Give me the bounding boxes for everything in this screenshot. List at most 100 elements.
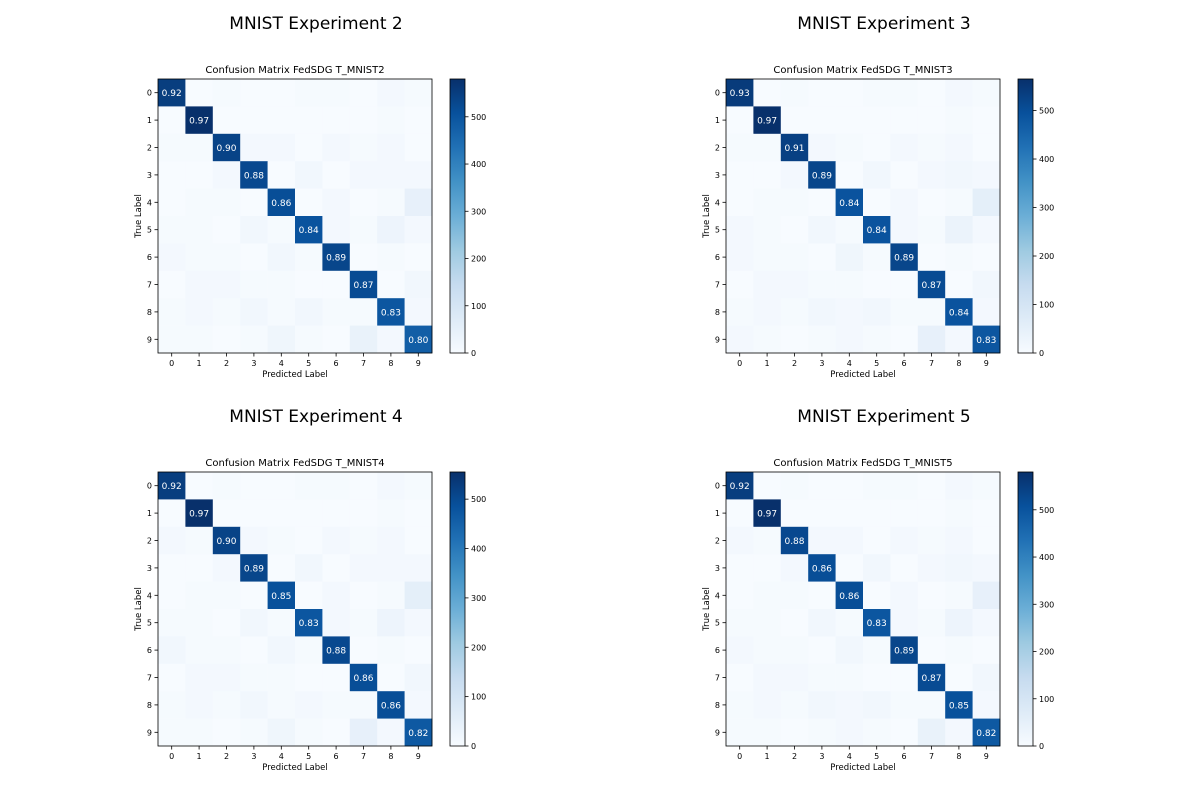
heatmap-cell: [780, 499, 809, 528]
y-tick-label: 4: [147, 198, 152, 207]
heatmap-cell: [972, 161, 1001, 189]
heatmap-cell: [267, 691, 296, 719]
heatmap-cell: [322, 499, 351, 528]
x-tick-label: 6: [902, 359, 907, 368]
heatmap-cell: [753, 79, 782, 107]
chart-title: Confusion Matrix FedSDG T_MNIST3: [773, 65, 952, 76]
heatmap-cell: [158, 526, 186, 555]
heatmap-cell: [377, 133, 405, 162]
heatmap-cell: [158, 298, 186, 326]
heatmap-cell: [780, 298, 809, 326]
heatmap-cell: [185, 663, 214, 692]
heatmap-cell: [917, 325, 946, 354]
colorbar-tick-label: 500: [1039, 506, 1054, 515]
heatmap-cell: [240, 133, 268, 162]
colorbar-tick-label: 0: [471, 349, 476, 358]
heatmap-cell: [890, 718, 919, 747]
heatmap-cell: [404, 472, 433, 500]
panel-title: MNIST Experiment 3: [797, 14, 970, 34]
heatmap-cell: [753, 188, 782, 217]
heatmap-cell: [972, 133, 1001, 162]
heatmap-cell: [267, 270, 296, 299]
y-tick-label: 3: [147, 564, 152, 573]
y-tick-label: 6: [715, 646, 720, 655]
cell-value-label: 0.89: [244, 564, 264, 574]
heatmap-cell: [349, 718, 378, 747]
y-tick-label: 0: [715, 89, 720, 98]
heatmap-cell: [377, 718, 405, 747]
heatmap-cell: [890, 499, 919, 528]
heatmap-cell: [212, 691, 241, 719]
x-tick-label: 1: [765, 752, 770, 761]
colorbar-tick-label: 300: [471, 594, 486, 603]
heatmap-cell: [295, 718, 323, 747]
heatmap-cell: [972, 188, 1001, 217]
heatmap-cell: [753, 554, 782, 582]
heatmap-cell: [945, 554, 973, 582]
heatmap-cell: [780, 79, 809, 107]
heatmap-cell: [404, 663, 433, 692]
heatmap-cell: [945, 663, 973, 692]
plot-frame: [725, 78, 1001, 354]
x-tick-label: 9: [416, 752, 421, 761]
heatmap-cell: [349, 270, 378, 299]
heatmap-cell: [917, 691, 946, 719]
heatmap-cell: [212, 270, 241, 299]
heatmap-cell: [212, 718, 241, 747]
y-tick-label: 7: [715, 674, 720, 683]
heatmap-cell: [917, 609, 946, 637]
heatmap-cell: [295, 325, 323, 354]
heatmap-cell: [240, 79, 268, 107]
colorbar-tick-label: 100: [471, 693, 486, 702]
cell-value-label: 0.83: [299, 619, 319, 629]
heatmap-cell: [295, 243, 323, 272]
heatmap-cell: [890, 663, 919, 692]
heatmap-cell: [349, 499, 378, 528]
heatmap-cell: [780, 609, 809, 637]
colorbar-tick-label: 300: [1039, 600, 1054, 609]
heatmap-cell: [780, 270, 809, 299]
cell-value-label: 0.88: [326, 647, 346, 657]
heatmap-cell: [212, 188, 241, 217]
heatmap-cell: [808, 161, 836, 189]
heatmap-cell: [185, 243, 214, 272]
heatmap-cell: [780, 663, 809, 692]
heatmap-cell: [158, 636, 186, 665]
heatmap-cell: [753, 133, 782, 162]
heatmap-cell: [972, 216, 1001, 244]
y-axis-label: True Label: [702, 587, 712, 632]
y-tick-label: 7: [147, 674, 152, 683]
heatmap-cell: [240, 270, 268, 299]
heatmap-cell: [917, 243, 946, 272]
heatmap-cell: [185, 718, 214, 747]
heatmap-cell: [917, 554, 946, 582]
cell-value-label: 0.87: [353, 281, 373, 291]
heatmap-cell: [835, 526, 864, 555]
heatmap-cell: [377, 472, 405, 500]
heatmap-cell: [404, 133, 433, 162]
y-axis-label: True Label: [134, 194, 144, 239]
plot-frame: [725, 471, 1001, 747]
heatmap-cell: [753, 216, 782, 244]
heatmap-cell: [945, 718, 973, 747]
heatmap-cell: [404, 106, 433, 135]
cell-value-label: 0.88: [784, 537, 804, 547]
x-tick-label: 0: [169, 359, 174, 368]
heatmap-cell: [917, 216, 946, 244]
heatmap-cell: [863, 216, 891, 244]
chart-panel: MNIST Experiment 3 Confusion Matrix FedSD…: [702, 14, 1054, 380]
heatmap-cell: [267, 718, 296, 747]
heatmap-cell: [835, 472, 864, 500]
heatmap-cell: [863, 106, 891, 135]
heatmap-cell: [863, 526, 891, 555]
cell-value-label: 0.87: [921, 674, 941, 684]
x-tick-label: 0: [737, 359, 742, 368]
heatmap-cell: [240, 325, 268, 354]
cell-value-label: 0.87: [921, 281, 941, 291]
x-tick-label: 3: [819, 752, 824, 761]
heatmap-cell: [808, 243, 836, 272]
x-tick-label: 0: [169, 752, 174, 761]
heatmap-cell: [808, 691, 836, 719]
cell-value-label: 0.86: [271, 199, 291, 209]
heatmap-cell: [917, 133, 946, 162]
